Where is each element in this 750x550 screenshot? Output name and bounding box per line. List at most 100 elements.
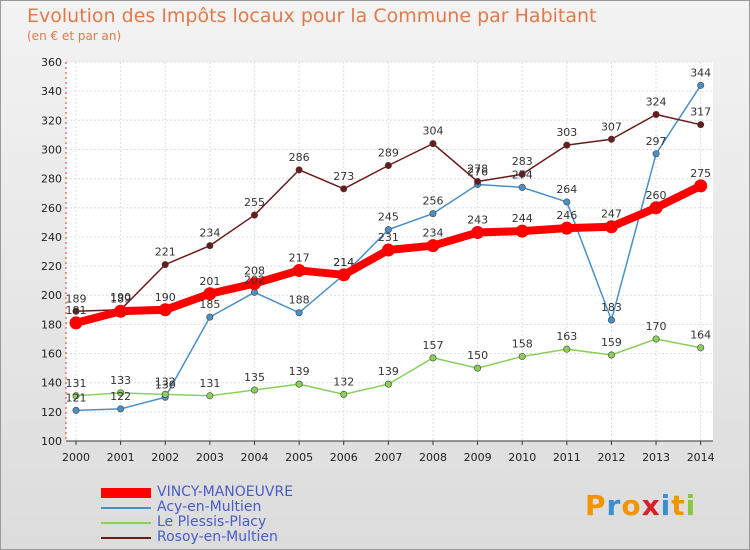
data-point (250, 211, 258, 219)
data-point (652, 150, 660, 158)
data-label: 121 (66, 391, 87, 404)
data-label: 243 (467, 214, 488, 227)
chart-subtitle: (en € et par an) (27, 29, 122, 43)
data-point (72, 392, 80, 400)
data-point (206, 242, 214, 250)
data-point (649, 201, 663, 215)
x-tick-label: 2006 (330, 451, 358, 464)
data-point (340, 390, 348, 398)
data-label: 133 (110, 374, 131, 387)
data-label: 131 (66, 377, 87, 390)
data-point (474, 364, 482, 372)
data-point (337, 268, 351, 282)
y-tick-label: 220 (41, 260, 62, 273)
data-point (381, 243, 395, 257)
data-label: 158 (512, 337, 533, 350)
data-point (697, 121, 705, 129)
data-label: 183 (601, 301, 622, 314)
data-label: 234 (422, 227, 443, 240)
data-point (515, 224, 529, 238)
data-label: 247 (601, 208, 622, 221)
data-point (203, 287, 217, 301)
data-point (471, 226, 485, 240)
data-point (114, 304, 128, 318)
data-label: 260 (646, 189, 667, 202)
data-label: 135 (244, 371, 265, 384)
y-tick-label: 340 (41, 85, 62, 98)
data-label: 132 (155, 375, 176, 388)
data-label: 170 (646, 320, 667, 333)
data-point (69, 316, 83, 330)
data-label: 214 (333, 256, 354, 269)
x-tick-label: 2005 (285, 451, 313, 464)
legend-label: Le Plessis-Placy (157, 514, 267, 530)
data-point (697, 81, 705, 89)
legend-swatch (101, 488, 151, 498)
data-label: 297 (646, 135, 667, 148)
data-label: 157 (422, 339, 443, 352)
data-label: 189 (66, 292, 87, 305)
y-tick-label: 300 (41, 143, 62, 156)
data-point (72, 406, 80, 414)
data-label: 255 (244, 196, 265, 209)
data-point (518, 170, 526, 178)
data-label: 208 (244, 265, 265, 278)
data-point (607, 135, 615, 143)
data-point (426, 239, 440, 253)
data-point (563, 345, 571, 353)
data-point (206, 392, 214, 400)
data-point (384, 226, 392, 234)
data-point (295, 309, 303, 317)
data-label: 139 (289, 365, 310, 378)
proxiti-logo: Proxiti (585, 489, 697, 522)
data-label: 231 (378, 231, 399, 244)
y-tick-label: 200 (41, 289, 62, 302)
data-point (206, 313, 214, 321)
data-point (429, 140, 437, 148)
data-label: 130 (155, 378, 176, 391)
data-label: 324 (646, 95, 667, 108)
data-label: 256 (422, 195, 443, 208)
data-point (295, 380, 303, 388)
y-tick-label: 180 (41, 318, 62, 331)
legend-label: VINCY-MANOEUVRE (157, 484, 294, 500)
data-point (697, 344, 705, 352)
legend-label: Rosoy-en-Multien (157, 529, 278, 545)
x-tick-label: 2000 (62, 451, 90, 464)
data-label: 164 (690, 329, 711, 342)
data-label: 185 (199, 298, 220, 311)
data-label: 303 (556, 126, 577, 139)
data-label: 289 (378, 146, 399, 159)
data-label: 286 (289, 151, 310, 164)
data-label: 317 (690, 106, 711, 119)
data-point (161, 261, 169, 269)
y-tick-label: 140 (41, 377, 62, 390)
data-label: 122 (110, 390, 131, 403)
y-tick-label: 280 (41, 173, 62, 186)
data-label: 189 (110, 292, 131, 305)
data-point (250, 386, 258, 394)
data-point (563, 141, 571, 149)
data-label: 275 (690, 167, 711, 180)
data-label: 139 (378, 365, 399, 378)
legend-swatch (101, 507, 151, 509)
data-label: 274 (512, 168, 533, 181)
y-tick-label: 100 (41, 435, 62, 448)
data-label: 304 (422, 125, 443, 138)
data-point (117, 389, 125, 397)
data-point (292, 263, 306, 277)
data-point (560, 221, 574, 235)
x-tick-label: 2011 (553, 451, 581, 464)
data-label: 283 (512, 155, 533, 168)
data-point (340, 185, 348, 193)
data-point (117, 405, 125, 413)
legend-swatch (101, 522, 151, 524)
data-point (652, 335, 660, 343)
data-label: 163 (556, 330, 577, 343)
y-tick-label: 360 (41, 56, 62, 69)
data-point (607, 316, 615, 324)
data-label: 201 (199, 275, 220, 288)
x-tick-label: 2004 (240, 451, 268, 464)
